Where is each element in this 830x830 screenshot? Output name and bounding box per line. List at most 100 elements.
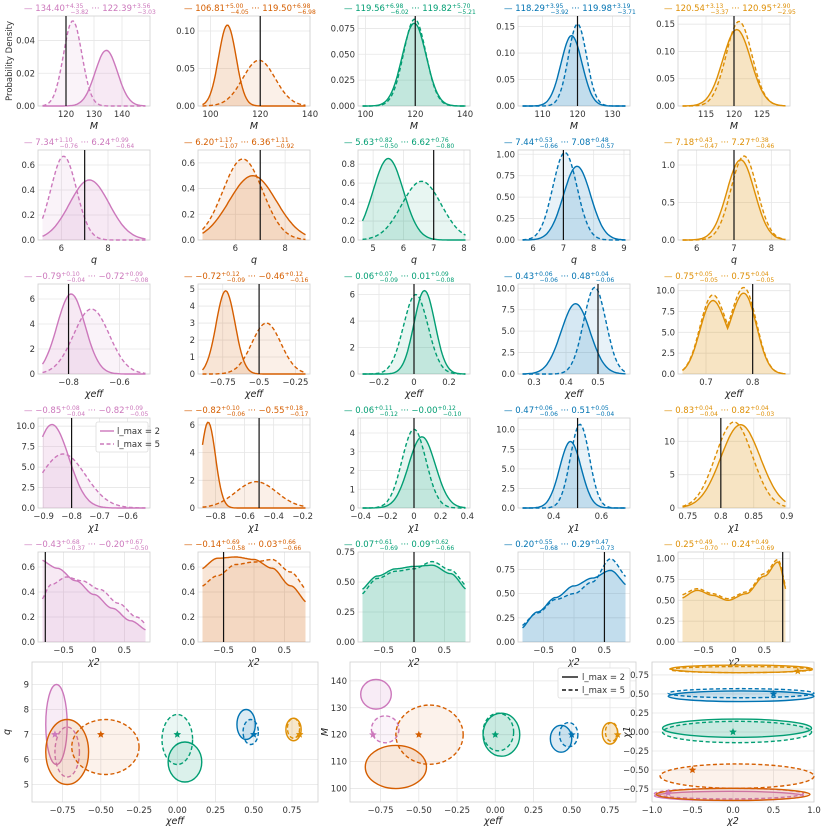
header-annotation: — 0.06+0.11 −0.12 ··· −0.00+0.12 −0.10 bbox=[344, 405, 461, 418]
panel-2-2: −0.2 0 0.2 0 2 4 6 χeff — 0.06+0.07 −0.09 ··· 0.0… bbox=[344, 271, 471, 400]
y-tick-label: 0.15 bbox=[496, 23, 515, 33]
panel-0-2: 100 120 140 0.000 0.025 0.050 0.075 M — 119.56+6… bbox=[331, 3, 476, 132]
dashed-curve-fill bbox=[202, 481, 306, 508]
x-tick-label: −0.9 bbox=[33, 512, 54, 522]
solid-curve-line bbox=[361, 157, 466, 241]
header-annotation: — −0.85+0.08 −0.04 ··· −0.82+0.09 −0.05 bbox=[24, 405, 149, 418]
x-tick-label: 6 bbox=[59, 244, 64, 254]
x-tick-label: −0.5 bbox=[373, 646, 394, 656]
x-tick-label: 0 bbox=[411, 378, 416, 388]
y-tick-label: 2 bbox=[350, 344, 355, 354]
y-tick-label: 0.05 bbox=[176, 65, 195, 75]
solid-curve-fill bbox=[362, 23, 466, 106]
y-tick-label: 1.00 bbox=[496, 150, 515, 160]
x-tick-label: 8 bbox=[769, 244, 774, 254]
y-tick-label: 0.00 bbox=[630, 728, 649, 738]
y-tick-label: 4 bbox=[350, 429, 355, 439]
x-tick-label: 140 bbox=[114, 110, 130, 120]
x-tick-label: 6 bbox=[694, 244, 699, 254]
y-tick-label: 0.4 bbox=[341, 198, 355, 208]
panel-3-2: −0.4 −0.2 0 0.2 0.4 0 1 2 3 4 χ1 — 0.06+0.11 −0.12 ·… bbox=[344, 405, 474, 534]
axes-frame bbox=[37, 417, 151, 509]
y-tick-label: 5 bbox=[190, 285, 195, 295]
contour-solid bbox=[661, 718, 813, 739]
header-annotation: — 106.81+5.00 −4.05 ··· 119.50+6.98 −6.98 bbox=[184, 3, 316, 16]
contour-dashed bbox=[604, 721, 619, 743]
y-tick-label: 0.0 bbox=[341, 236, 355, 246]
x-tick-label: 0.4 bbox=[547, 512, 561, 522]
header-annotation: — 119.56+6.98 −6.02 ··· 119.82+5.70 −5.21 bbox=[344, 3, 476, 16]
legend-entry-1: l_max = 2 bbox=[582, 673, 625, 683]
dashed-curve-line bbox=[202, 59, 306, 107]
panel-4-4: −0.5 0 0.5 0.00 0.25 0.50 0.75 1.00 χ2 — 0.25+0.4… bbox=[656, 539, 791, 668]
y-tick-label: 0 bbox=[350, 370, 355, 380]
axes-frame bbox=[517, 149, 631, 241]
y-tick-label: 0.50 bbox=[496, 193, 515, 203]
header-annotation: — 118.29+3.95 −3.92 ··· 119.98+3.19 −3.71 bbox=[504, 3, 636, 16]
x-tick-label: −0.75 bbox=[368, 806, 394, 816]
contour-dashed bbox=[653, 787, 805, 800]
header-annotation: — −0.79+0.10 −0.04 ··· −0.72+0.09 −0.08 bbox=[24, 271, 149, 284]
dashed-curve-line bbox=[41, 155, 146, 241]
contour-solid bbox=[360, 678, 392, 710]
x-tick-label: 0.25 bbox=[206, 806, 225, 816]
truth-star-marker bbox=[97, 730, 105, 738]
contour-dashed bbox=[395, 704, 464, 766]
solid-curve-line bbox=[41, 423, 146, 509]
y-tick-label: 0.050 bbox=[331, 50, 355, 60]
x-tick-label: 100 bbox=[357, 110, 373, 120]
y-tick-label: 0.50 bbox=[496, 590, 515, 600]
x-tick-label: −0.5 bbox=[249, 378, 270, 388]
solid-curve-fill bbox=[42, 424, 146, 508]
y-tick-label: 1 bbox=[350, 485, 355, 495]
header-annotation: — −0.14+0.69 −0.58 ··· 0.03+0.66 −0.66 bbox=[184, 539, 301, 552]
x-tick-label: 100 bbox=[202, 110, 218, 120]
panel-3-1: −0.8 −0.6 −0.4 −0.2 0 2 4 6 χ1 — −0.82+0.10 −0.06 … bbox=[184, 405, 313, 534]
solid-curve-fill bbox=[202, 422, 306, 508]
y-tick-label: 0.0 bbox=[21, 504, 35, 514]
dashed-curve-line bbox=[202, 481, 306, 508]
x-axis-label: q bbox=[411, 255, 417, 266]
panel-1-0: 6 8 0.0 0.2 0.4 0.6 q — 7.34+1.10 −0.76 ··· 6.24… bbox=[21, 137, 151, 266]
x-axis-label: χ1 bbox=[407, 523, 420, 534]
y-tick-label: 0.6 bbox=[21, 161, 35, 171]
contour-solid bbox=[655, 787, 811, 802]
solid-curve-line bbox=[682, 292, 786, 375]
y-tick-label: 0.025 bbox=[331, 76, 355, 86]
y-tick-label: 0.4 bbox=[181, 588, 195, 598]
y-tick-label: 0.4 bbox=[181, 185, 195, 195]
x-tick-label: 130 bbox=[604, 110, 620, 120]
x-tick-label: 115 bbox=[698, 110, 714, 120]
panel-2-4: 0.7 0.8 0.0 2.5 5.0 7.5 10.0 χeff — 0.75+0.05 −0.… bbox=[656, 271, 791, 400]
y-tick-label: 0.75 bbox=[496, 565, 515, 575]
x-tick-label: 0.25 bbox=[524, 806, 543, 816]
solid-curve-fill bbox=[522, 570, 626, 642]
axes-frame bbox=[357, 15, 471, 107]
x-tick-label: −0.4 bbox=[263, 512, 284, 522]
y-tick-label: 7.5 bbox=[21, 443, 35, 453]
contour-solid bbox=[167, 741, 203, 783]
solid-curve-fill bbox=[522, 303, 626, 374]
y-tick-label: 8 bbox=[24, 706, 29, 716]
y-tick-label: −0.25 bbox=[623, 747, 649, 757]
x-tick-label: 0.3 bbox=[527, 378, 541, 388]
panel-1-1: 6 8 0.0 0.2 0.4 0.6 q — 6.20+1.17 −1.07 ··· 6.36… bbox=[181, 137, 311, 266]
dashed-curve-fill bbox=[362, 19, 466, 107]
y-tick-label: 0.0 bbox=[21, 236, 35, 246]
x-axis-label: q bbox=[731, 255, 737, 266]
y-axis-label-density: Probability Density bbox=[5, 21, 15, 101]
solid-curve-fill bbox=[202, 290, 306, 374]
dashed-curve-fill bbox=[202, 60, 306, 106]
x-tick-label: 0.5 bbox=[278, 646, 292, 656]
x-tick-label: 0 bbox=[571, 646, 576, 656]
x-tick-label: 6 bbox=[233, 244, 238, 254]
x-tick-label: 0.8 bbox=[714, 512, 728, 522]
panel-2d-0: −0.75 −0.50 −0.25 0.00 0.25 0.50 0.75 5 6 7 8 9 χeff… bbox=[2, 661, 319, 827]
x-axis-label: M bbox=[570, 121, 578, 132]
y-tick-label: 0.02 bbox=[16, 69, 35, 79]
panel-4-0: −0.5 0 0.5 0.0 0.2 0.4 0.6 χ2 — −0.43+0.68 −0.37 … bbox=[21, 539, 151, 668]
panel-0-1: 100 120 140 0.00 0.05 0.10 M — 106.81+5.00 −4.05… bbox=[176, 3, 318, 132]
y-tick-label: 0.00 bbox=[336, 638, 355, 648]
x-axis-label: χeff bbox=[724, 389, 744, 400]
truth-star-marker bbox=[794, 667, 802, 675]
